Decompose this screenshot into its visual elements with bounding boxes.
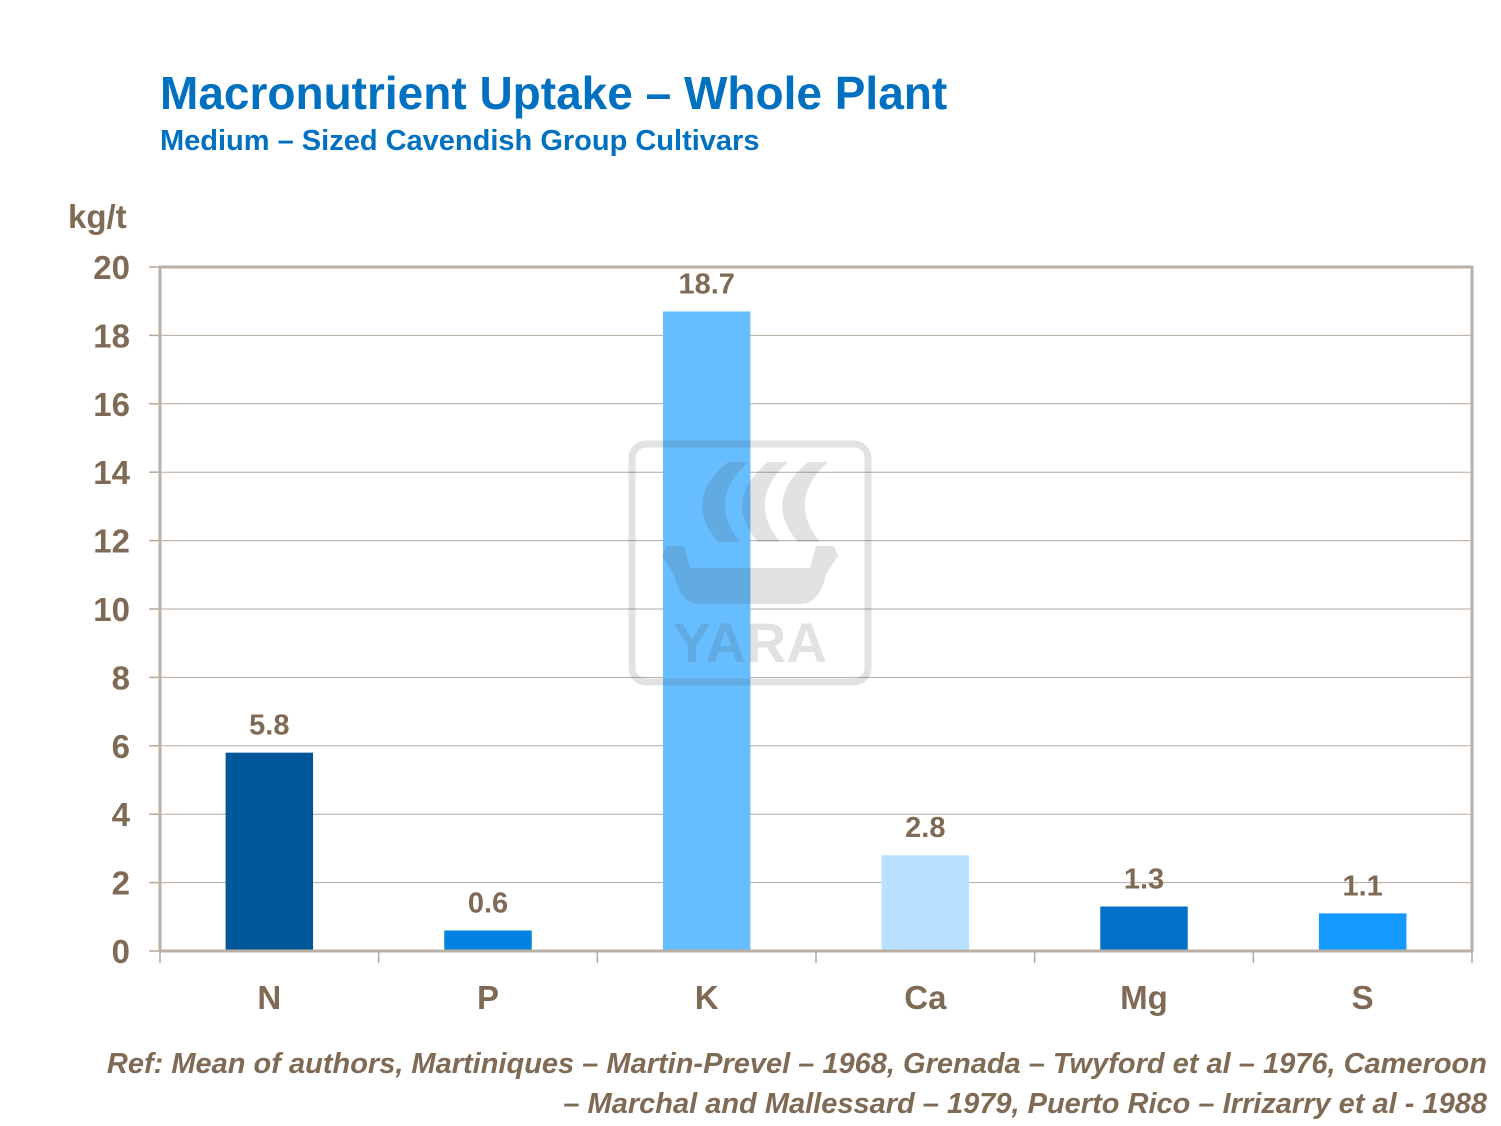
bar-N [225, 752, 314, 951]
y-tick-label: 2 [112, 865, 130, 902]
watermark-text: YARA [673, 611, 827, 674]
x-tick-label: P [477, 979, 499, 1016]
y-tick-label: 18 [93, 317, 130, 354]
y-tick-label: 8 [112, 659, 130, 696]
sail-icon [782, 462, 828, 542]
data-label: 1.3 [1124, 864, 1164, 896]
data-label: 1.1 [1343, 870, 1383, 902]
y-tick-label: 20 [93, 249, 130, 286]
chart-title: Macronutrient Uptake – Whole Plant [160, 67, 948, 119]
y-tick-label: 16 [93, 386, 130, 423]
y-tick-label: 10 [93, 591, 130, 628]
plot-frame [158, 265, 1474, 953]
reference-note: Ref: Mean of authors, Martiniques – Mart… [106, 1048, 1487, 1120]
x-tick-label: S [1352, 979, 1374, 1016]
data-label: 2.8 [905, 812, 945, 844]
x-tick-label: Mg [1120, 979, 1168, 1016]
sail-icon [742, 462, 788, 542]
watermark-frame [628, 440, 872, 686]
bar-K [662, 311, 751, 952]
y-tick-label: 6 [112, 728, 130, 765]
sail-icon [702, 462, 748, 542]
x-tick-label: K [695, 979, 719, 1016]
yara-logo-watermark: YARA [628, 440, 872, 686]
bar-S [1318, 913, 1407, 951]
bar-Ca [881, 855, 970, 951]
data-label: 0.6 [468, 887, 508, 919]
data-label: 5.8 [249, 710, 289, 742]
x-tick-label: Ca [904, 979, 947, 1016]
chart-subtitle: Medium – Sized Cavendish Group Cultivars [160, 125, 760, 157]
bar-P [444, 930, 532, 951]
y-tick-label: 0 [112, 933, 130, 970]
ship-icon [662, 546, 838, 604]
y-tick-label: 4 [112, 796, 131, 833]
x-tick-label: N [257, 979, 281, 1016]
data-label: 18.7 [678, 268, 734, 300]
y-tick-label: 14 [93, 454, 130, 491]
y-tick-label: 12 [93, 523, 130, 560]
bar-Mg [1100, 906, 1188, 951]
y-axis-label: kg/t [68, 198, 127, 235]
